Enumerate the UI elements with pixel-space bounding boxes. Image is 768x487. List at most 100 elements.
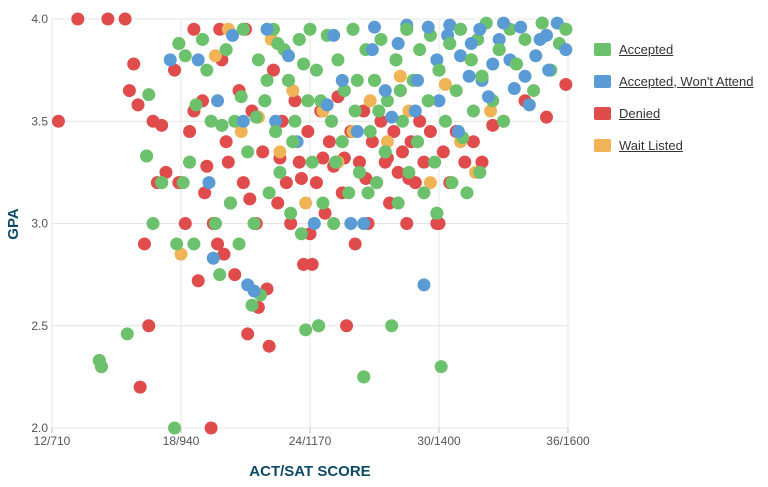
data-point-accepted	[535, 16, 549, 30]
data-point-denied	[198, 186, 212, 200]
data-point-accepted-won-t-attend	[518, 69, 532, 83]
data-point-accepted-won-t-attend	[206, 251, 220, 265]
data-point-accepted-won-t-attend	[417, 278, 431, 292]
data-point-denied	[221, 155, 235, 169]
data-point-accepted	[269, 124, 283, 138]
data-point-denied	[159, 165, 173, 179]
data-point-accepted	[223, 196, 237, 210]
data-point-accepted-won-t-attend	[481, 90, 495, 104]
data-point-denied	[374, 114, 388, 128]
data-point-accepted-won-t-attend	[514, 20, 528, 34]
data-point-denied	[318, 206, 332, 220]
data-point-accepted	[342, 186, 356, 200]
data-point-denied	[204, 421, 218, 435]
data-point-denied	[486, 118, 500, 132]
data-point-denied	[256, 145, 270, 159]
legend-label[interactable]: Denied	[619, 105, 661, 121]
data-point-accepted-won-t-attend	[357, 217, 371, 230]
data-point-accepted-won-t-attend	[320, 98, 334, 112]
data-point-accepted	[236, 22, 250, 36]
data-point-accepted-won-t-attend	[542, 63, 556, 77]
data-point-accepted	[172, 37, 186, 51]
data-point-accepted	[559, 22, 573, 36]
data-point-accepted	[196, 32, 209, 46]
data-point-accepted	[208, 217, 222, 230]
x-axis-title: ACT/SAT SCORE	[249, 463, 370, 480]
data-point-accepted-won-t-attend	[454, 49, 467, 63]
data-point-denied	[559, 77, 573, 91]
data-point-accepted	[92, 354, 106, 368]
data-point-denied	[423, 124, 437, 138]
data-point-denied	[51, 114, 65, 128]
data-point-wait-listed	[393, 69, 407, 83]
data-point-accepted	[374, 32, 388, 46]
data-point-wait-listed	[423, 176, 437, 190]
data-point-denied	[271, 196, 285, 210]
legend-item-denied[interactable]: Denied	[594, 97, 754, 129]
y-tick-label: 2.5	[31, 319, 48, 333]
data-point-accepted	[170, 237, 184, 251]
data-point-denied	[301, 124, 315, 138]
data-point-denied	[391, 165, 405, 179]
data-point-accepted-won-t-attend	[163, 53, 177, 67]
data-point-accepted-won-t-attend	[191, 53, 205, 67]
data-point-accepted	[262, 186, 276, 200]
data-point-denied	[211, 237, 225, 251]
data-point-accepted	[378, 145, 392, 159]
data-point-wait-listed	[438, 77, 452, 91]
legend-label[interactable]: Accepted, Won't Attend	[619, 73, 754, 89]
data-point-accepted	[430, 206, 444, 220]
data-point-accepted	[337, 84, 351, 98]
data-point-denied	[187, 22, 201, 36]
data-point-accepted	[286, 135, 300, 149]
data-point-accepted	[449, 84, 463, 98]
data-point-accepted	[200, 63, 214, 77]
data-point-accepted	[475, 69, 489, 83]
data-point-denied	[101, 12, 115, 26]
x-tick-label: 30/1400	[417, 434, 461, 448]
data-point-wait-listed	[299, 196, 313, 210]
data-point-accepted	[142, 88, 156, 102]
legend-item-accepted-wont-attend[interactable]: Accepted, Won't Attend	[594, 65, 754, 97]
data-point-accepted-won-t-attend	[260, 22, 274, 36]
data-point-denied	[387, 124, 401, 138]
data-point-accepted	[350, 73, 364, 87]
data-point-accepted	[363, 124, 377, 138]
data-point-accepted-won-t-attend	[378, 84, 392, 98]
data-point-denied	[432, 217, 446, 230]
data-point-accepted	[492, 43, 506, 57]
data-point-denied	[348, 237, 362, 251]
data-point-accepted	[460, 186, 474, 200]
data-point-accepted-won-t-attend	[226, 28, 240, 42]
data-point-wait-listed	[234, 124, 248, 138]
legend-label[interactable]: Wait Listed	[619, 137, 683, 153]
data-point-accepted	[273, 165, 287, 179]
data-point-accepted	[438, 114, 452, 128]
data-point-accepted	[464, 53, 478, 67]
data-point-denied	[131, 98, 145, 112]
y-axis-title: GPA	[5, 208, 22, 240]
data-point-accepted	[155, 176, 169, 190]
data-point-denied	[122, 84, 136, 98]
x-tick-label: 12/710	[34, 434, 71, 448]
data-point-denied	[142, 319, 156, 333]
legend-label[interactable]: Accepted	[619, 41, 674, 57]
data-point-accepted	[454, 22, 467, 36]
legend-swatch	[594, 106, 611, 120]
data-point-denied	[284, 217, 298, 230]
legend-item-accepted[interactable]: Accepted	[594, 33, 754, 65]
data-point-accepted	[251, 53, 265, 67]
data-point-accepted-won-t-attend	[421, 20, 435, 34]
data-point-accepted-won-t-attend	[464, 37, 478, 51]
data-point-accepted-won-t-attend	[202, 176, 216, 190]
data-point-denied	[413, 114, 427, 128]
data-point-accepted	[232, 237, 246, 251]
legend-item-wait-listed[interactable]: Wait Listed	[594, 129, 754, 161]
data-point-accepted-won-t-attend	[282, 49, 295, 63]
data-point-denied	[228, 268, 242, 282]
data-point-accepted	[288, 114, 302, 128]
data-point-accepted-won-t-attend	[307, 217, 321, 230]
data-point-accepted	[346, 22, 360, 36]
data-point-accepted-won-t-attend	[236, 114, 250, 128]
